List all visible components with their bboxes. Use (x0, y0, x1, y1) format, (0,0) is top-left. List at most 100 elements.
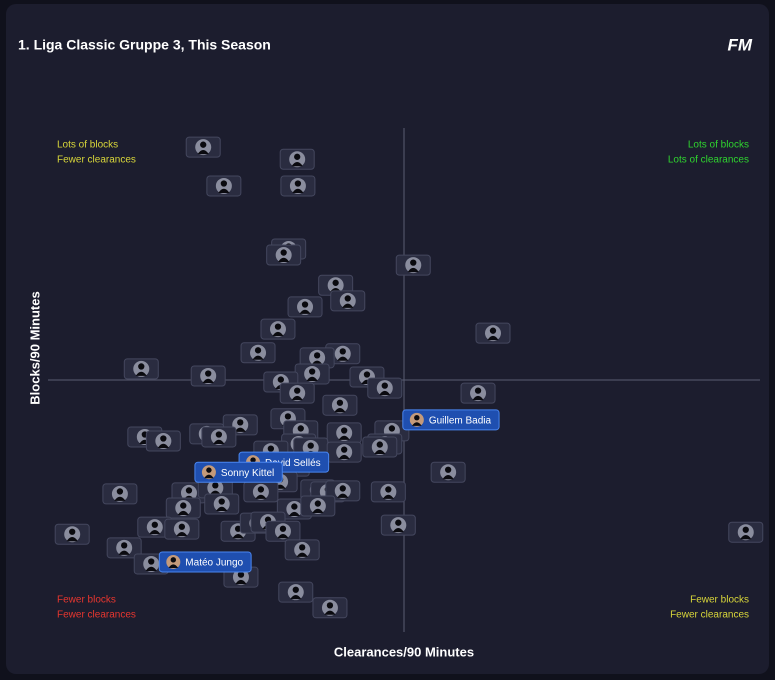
player-point (475, 322, 511, 344)
labeled-player: Matéo Jungo (158, 551, 252, 573)
labeled-marker (158, 551, 252, 573)
player-point (326, 441, 362, 463)
avatar-body (291, 162, 303, 167)
player-point (325, 480, 361, 502)
avatar-body (235, 579, 247, 585)
player-point (300, 495, 336, 517)
avatar-head (414, 415, 420, 421)
y-axis-label: Blocks/90 Minutes (27, 291, 42, 404)
avatar-body (338, 454, 350, 460)
player-point (204, 493, 240, 515)
player-point (318, 274, 354, 296)
avatar-head (363, 371, 371, 378)
avatar-head (200, 141, 207, 148)
player-point (164, 518, 200, 540)
player-point (362, 436, 398, 458)
avatar-body (177, 510, 189, 516)
labeled-marker (402, 409, 500, 431)
player-point (322, 394, 358, 416)
avatar-body (145, 566, 157, 571)
avatar-head (205, 370, 212, 377)
player-point (287, 296, 323, 318)
player-point (106, 537, 142, 559)
player-name: Sonny Kittel (221, 468, 274, 479)
quadrant-label: Lots of blocks (57, 140, 118, 151)
avatar-body (168, 564, 179, 568)
player-point (278, 581, 314, 603)
avatar-head (274, 323, 282, 330)
logo: FM (727, 35, 752, 54)
avatar-body (66, 537, 78, 542)
labeled-player: Guillem Badia (402, 409, 500, 431)
avatar-body (232, 534, 244, 539)
avatar-body (306, 376, 318, 381)
avatar-head (267, 445, 275, 452)
avatar-head (215, 431, 223, 438)
avatar-head (294, 180, 302, 187)
avatar-head (489, 327, 497, 334)
player-point (123, 358, 159, 380)
avatar-head (301, 301, 309, 308)
player-point (294, 363, 330, 385)
player-point (330, 290, 366, 312)
avatar-body (157, 443, 169, 448)
avatar-body (252, 355, 264, 360)
player-point (284, 539, 320, 561)
avatar-head (218, 498, 225, 505)
avatar-body (202, 378, 214, 383)
avatar-body (412, 422, 422, 426)
avatar-body (272, 331, 284, 337)
avatar-body (392, 527, 404, 533)
avatar-head (121, 542, 128, 549)
avatar-head (341, 446, 348, 453)
player-point (54, 523, 90, 545)
avatar-body (278, 257, 290, 263)
quadrant-label: Fewer clearances (670, 610, 749, 621)
player-point (367, 377, 403, 399)
avatar-head (148, 558, 155, 565)
avatar-head (294, 387, 301, 394)
x-axis-label: Clearances/90 Minutes (334, 644, 474, 659)
avatar-body (135, 371, 147, 376)
player-point (395, 254, 431, 276)
avatar-body (176, 531, 188, 537)
avatar-body (234, 427, 246, 432)
labeled-marker (194, 461, 283, 483)
avatar-body (337, 356, 349, 361)
avatar-head (280, 249, 287, 256)
avatar-body (213, 439, 225, 444)
avatar-head (212, 482, 219, 489)
player-point (279, 382, 315, 404)
avatar-body (442, 475, 454, 480)
avatar-body (334, 408, 346, 413)
avatar-body (407, 267, 419, 273)
avatar-head (170, 557, 177, 563)
avatar-head (69, 528, 76, 535)
avatar-head (206, 467, 212, 473)
player-point (312, 597, 348, 619)
avatar-head (314, 500, 321, 507)
player-point (102, 483, 138, 505)
avatar-head (254, 347, 262, 354)
avatar-head (395, 519, 402, 526)
avatar-head (313, 352, 321, 359)
avatar-body (292, 188, 304, 193)
avatar-body (740, 535, 752, 540)
avatar-head (297, 425, 304, 432)
avatar-head (284, 413, 292, 420)
avatar-head (339, 485, 346, 492)
player-point (185, 136, 221, 158)
avatar-head (160, 435, 167, 442)
player-point (243, 481, 279, 503)
avatar-body (382, 494, 394, 499)
avatar-head (237, 571, 245, 578)
avatar-body (299, 309, 311, 314)
avatar-body (342, 303, 354, 308)
avatar-body (118, 550, 130, 555)
avatar-head (336, 399, 344, 406)
avatar-body (204, 474, 214, 479)
avatar-head (742, 526, 749, 533)
avatar-head (444, 466, 452, 473)
avatar-head (151, 521, 158, 528)
player-point (279, 148, 315, 170)
